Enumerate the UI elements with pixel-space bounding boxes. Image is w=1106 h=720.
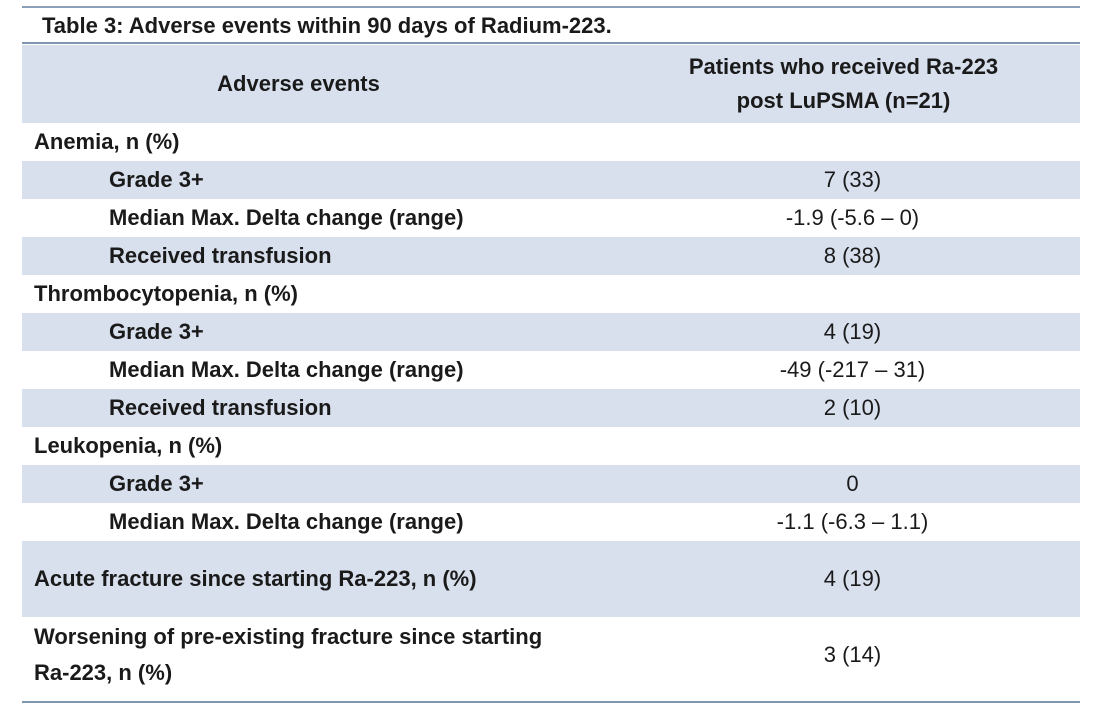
- row-value: 4 (19): [823, 566, 882, 591]
- row-value: 0: [846, 471, 859, 496]
- row-value: 7 (33): [823, 167, 882, 192]
- row-label: Grade 3+: [109, 167, 204, 192]
- row-label: Median Max. Delta change (range): [109, 205, 464, 230]
- table-row: Grade 3+ 0: [22, 465, 1080, 503]
- table-row: Median Max. Delta change (range) -1.9 (-…: [22, 199, 1080, 237]
- table-row: Grade 3+ 7 (33): [22, 161, 1080, 199]
- row-label: Anemia, n (%): [34, 129, 180, 154]
- table-row: Worsening of pre-existing fracture since…: [22, 617, 1080, 693]
- row-value: 2 (10): [823, 395, 882, 420]
- row-value: -49 (-217 – 31): [779, 357, 926, 382]
- row-label: Median Max. Delta change (range): [109, 509, 464, 534]
- row-value: [597, 427, 1080, 465]
- table-row: Received transfusion 8 (38): [22, 237, 1080, 275]
- table-row: Anemia, n (%): [22, 123, 1080, 161]
- table-row: Leukopenia, n (%): [22, 427, 1080, 465]
- row-label: Worsening of pre-existing fracture since…: [34, 624, 543, 685]
- table-row: Acute fracture since starting Ra-223, n …: [22, 541, 1080, 617]
- row-value: 3 (14): [823, 642, 882, 667]
- caption-rule: [22, 42, 1080, 44]
- row-label: Received transfusion: [109, 395, 332, 420]
- table-row: Received transfusion 2 (10): [22, 389, 1080, 427]
- row-value: 4 (19): [823, 319, 882, 344]
- row-label: Grade 3+: [109, 471, 204, 496]
- header-row: Adverse events Patients who received Ra-…: [22, 45, 1080, 123]
- row-label: Median Max. Delta change (range): [109, 357, 464, 382]
- adverse-events-table: Adverse events Patients who received Ra-…: [22, 45, 1080, 693]
- row-label: Thrombocytopenia, n (%): [34, 281, 298, 306]
- header-adverse-events: Adverse events: [217, 71, 380, 96]
- row-value: -1.9 (-5.6 – 0): [785, 205, 920, 230]
- header-patients: Patients who received Ra-223 post LuPSMA…: [597, 45, 1080, 123]
- row-label: Leukopenia, n (%): [34, 433, 223, 458]
- top-rule: [22, 6, 1080, 8]
- row-value: [597, 275, 1080, 313]
- header-patients-line2: post LuPSMA (n=21): [736, 88, 951, 113]
- table-row: Median Max. Delta change (range) -1.1 (-…: [22, 503, 1080, 541]
- row-value: [597, 123, 1080, 161]
- table-row: Thrombocytopenia, n (%): [22, 275, 1080, 313]
- row-value: -1.1 (-6.3 – 1.1): [776, 509, 929, 534]
- row-value: 8 (38): [823, 243, 882, 268]
- table-row: Median Max. Delta change (range) -49 (-2…: [22, 351, 1080, 389]
- table-row: Grade 3+ 4 (19): [22, 313, 1080, 351]
- row-label: Acute fracture since starting Ra-223, n …: [34, 566, 477, 591]
- header-patients-line1: Patients who received Ra-223: [688, 54, 999, 79]
- bottom-rule: [22, 701, 1080, 703]
- row-label: Grade 3+: [109, 319, 204, 344]
- row-label: Received transfusion: [109, 243, 332, 268]
- table-caption: Table 3: Adverse events within 90 days o…: [42, 13, 612, 38]
